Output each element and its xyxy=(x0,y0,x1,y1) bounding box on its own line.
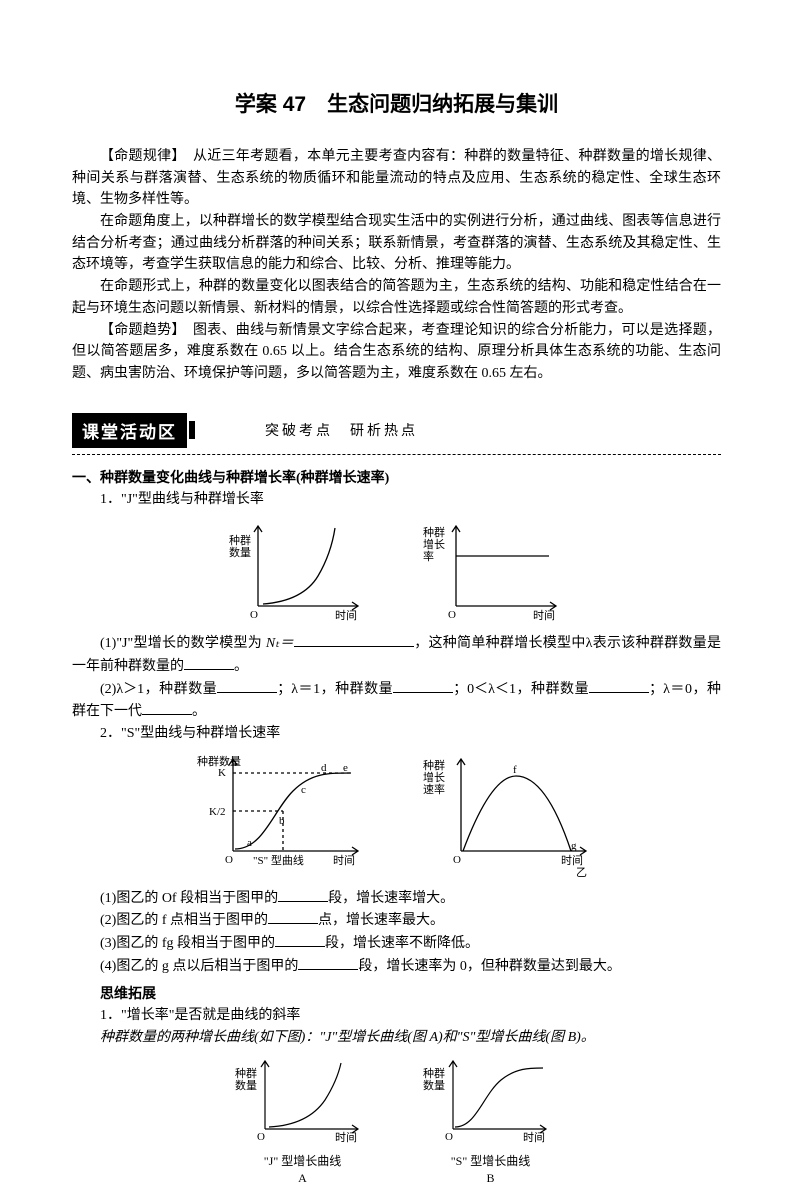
paragraph-4: 【命题趋势】 图表、曲线与新情景文字综合起来，考查理论知识的综合分析能力，可以是… xyxy=(72,320,721,385)
question-1: (1)"J"型增长的数学模型为 Nₜ＝，这种简单种群增长模型中λ表示该种群群数量… xyxy=(72,632,721,677)
q5-text-b: 段，增长速率不断降低。 xyxy=(325,936,479,951)
banner-subtitle: 突破考点 研析热点 xyxy=(265,420,418,440)
paragraph-2: 在命题角度上，以种群增长的数学模型结合现实生活中的实例进行分析，通过曲线、图表等… xyxy=(72,211,721,276)
section-banner: 课堂活动区 突破考点 研析热点 xyxy=(72,413,721,448)
figB-tag: B xyxy=(421,1171,561,1186)
figB-xlabel: 时间 xyxy=(523,1131,545,1144)
fig4-xlabel: 时间 xyxy=(561,854,583,867)
q6-text-a: (4)图乙的 g 点以后相当于图甲的 xyxy=(100,959,298,974)
extension-1: 1．"增长率"是否就是曲线的斜率 xyxy=(72,1005,721,1027)
figA-caption: "J" 型增长曲线 xyxy=(233,1152,373,1169)
q4-text-b: 点，增长速率最大。 xyxy=(318,913,444,928)
blank xyxy=(589,678,649,693)
paragraph-1: 【命题规律】 从近三年考题看，本单元主要考查内容有：种群的数量特征、种群数量的增… xyxy=(72,146,721,211)
fig3-K2: K/2 xyxy=(209,806,226,818)
fig3-sub: "S" 型曲线 xyxy=(253,853,304,867)
blank xyxy=(268,909,318,924)
fig3-xlabel: 时间 xyxy=(333,854,355,867)
figB-caption: "S" 型增长曲线 xyxy=(421,1152,561,1169)
q1-text-c: 。 xyxy=(234,659,248,674)
figure-b-wrap: 种群数量 时间 O "S" 型增长曲线 B xyxy=(421,1055,561,1186)
blank xyxy=(184,655,234,670)
q6-text-b: 段，增长速率为 0，但种群数量达到最大。 xyxy=(358,959,621,974)
blank xyxy=(393,678,453,693)
item-1-2: 2．"S"型曲线与种群增长速率 xyxy=(72,723,721,745)
fig4-pt-f: f xyxy=(513,764,517,776)
figA-ylabel: 种群数量 xyxy=(235,1066,257,1092)
q3-text-b: 段，增长速率增大。 xyxy=(328,891,454,906)
item-1-1: 1．"J"型曲线与种群增长率 xyxy=(72,489,721,511)
q2-text-e: 。 xyxy=(192,704,206,719)
q1-var: Nₜ＝ xyxy=(266,636,294,651)
extension-heading: 思维拓展 xyxy=(72,983,721,1003)
blank xyxy=(275,932,325,947)
question-2: (2)λ＞1，种群数量；λ＝1，种群数量；0＜λ＜1，种群数量；λ＝0，种群在下… xyxy=(72,678,721,723)
banner-title: 课堂活动区 xyxy=(72,413,187,448)
question-5: (3)图乙的 fg 段相当于图甲的 段，增长速率不断降低。 xyxy=(72,932,721,955)
blank xyxy=(142,700,192,715)
figA-xlabel: 时间 xyxy=(335,1131,357,1144)
q1-text-a: (1)"J"型增长的数学模型为 xyxy=(100,636,266,651)
q5-text-a: (3)图乙的 fg 段相当于图甲的 xyxy=(100,936,275,951)
question-6: (4)图乙的 g 点以后相当于图甲的 段，增长速率为 0，但种群数量达到最大。 xyxy=(72,955,721,978)
fig2-ylabel: 种群增长率 xyxy=(423,525,445,563)
paragraph-3: 在命题形式上，种群的数量变化以图表结合的简答题为主，生态系统的结构、功能和稳定性… xyxy=(72,276,721,319)
page: 学案 47 生态问题归纳拓展与集训 【命题规律】 从近三年考题看，本单元主要考查… xyxy=(0,0,793,1122)
fig4-sub: 乙 xyxy=(576,866,587,879)
blank xyxy=(278,887,328,902)
question-3: (1)图乙的 Of 段相当于图甲的 段，增长速率增大。 xyxy=(72,887,721,910)
fig4-pt-g: g xyxy=(571,840,577,852)
q2-text-a: (2)λ＞1，种群数量 xyxy=(100,682,217,697)
fig4-origin: O xyxy=(453,854,461,866)
q2-text-b: ；λ＝1，种群数量 xyxy=(277,682,393,697)
figure-s-curve: 种群数量 K K/2 a b c d e 时间 "S" 型曲线 O xyxy=(193,751,373,881)
extension-2: 种群数量的两种增长曲线(如下图)："J"型增长曲线(图 A)和"S"型增长曲线(… xyxy=(72,1027,721,1049)
fig3-pt-a: a xyxy=(247,837,252,849)
fig3-ylabel: 种群数量 xyxy=(197,754,241,768)
figure-row-1: 种群数量 时间 O 种群增长率 时间 O xyxy=(72,516,721,626)
figB-ylabel: 种群数量 xyxy=(423,1066,445,1092)
blank xyxy=(217,678,277,693)
fig3-origin: O xyxy=(225,854,233,866)
figure-a: 种群数量 时间 O xyxy=(233,1055,373,1150)
figure-row-2: 种群数量 K K/2 a b c d e 时间 "S" 型曲线 O 种群增长速率… xyxy=(72,751,721,881)
blank xyxy=(294,632,414,647)
fig3-pt-c: c xyxy=(301,784,306,796)
fig1-origin: O xyxy=(250,609,258,621)
figure-j-rate: 种群增长率 时间 O xyxy=(421,516,571,626)
figA-tag: A xyxy=(233,1171,373,1186)
figure-s-rate: 种群增长速率 f g 时间 O 乙 xyxy=(421,751,601,881)
figure-row-3: 种群数量 时间 O "J" 型增长曲线 A 种群数量 时间 O "S" 型增长曲… xyxy=(72,1055,721,1186)
q4-text-a: (2)图乙的 f 点相当于图甲的 xyxy=(100,913,268,928)
section-1-heading: 一、种群数量变化曲线与种群增长率(种群增长速率) xyxy=(72,467,721,487)
banner-stripe-icon xyxy=(189,421,195,439)
divider xyxy=(72,454,721,455)
fig3-pt-b: b xyxy=(279,815,285,827)
question-4: (2)图乙的 f 点相当于图甲的 点，增长速率最大。 xyxy=(72,909,721,932)
page-title: 学案 47 生态问题归纳拓展与集训 xyxy=(72,88,721,118)
fig4-ylabel: 种群增长速率 xyxy=(423,758,445,796)
fig1-ylabel: 种群数量 xyxy=(229,533,251,559)
figB-origin: O xyxy=(445,1131,453,1143)
fig3-pt-d: d xyxy=(321,762,327,774)
blank xyxy=(298,955,358,970)
figure-b: 种群数量 时间 O xyxy=(421,1055,561,1150)
fig1-xlabel: 时间 xyxy=(335,609,357,622)
figure-j-curve: 种群数量 时间 O xyxy=(223,516,373,626)
fig2-xlabel: 时间 xyxy=(533,609,555,622)
fig3-pt-e: e xyxy=(343,762,348,774)
q2-text-c: ；0＜λ＜1，种群数量 xyxy=(453,682,589,697)
q3-text-a: (1)图乙的 Of 段相当于图甲的 xyxy=(100,891,278,906)
figure-a-wrap: 种群数量 时间 O "J" 型增长曲线 A xyxy=(233,1055,373,1186)
figA-origin: O xyxy=(257,1131,265,1143)
fig3-K: K xyxy=(218,767,226,779)
fig2-origin: O xyxy=(448,609,456,621)
